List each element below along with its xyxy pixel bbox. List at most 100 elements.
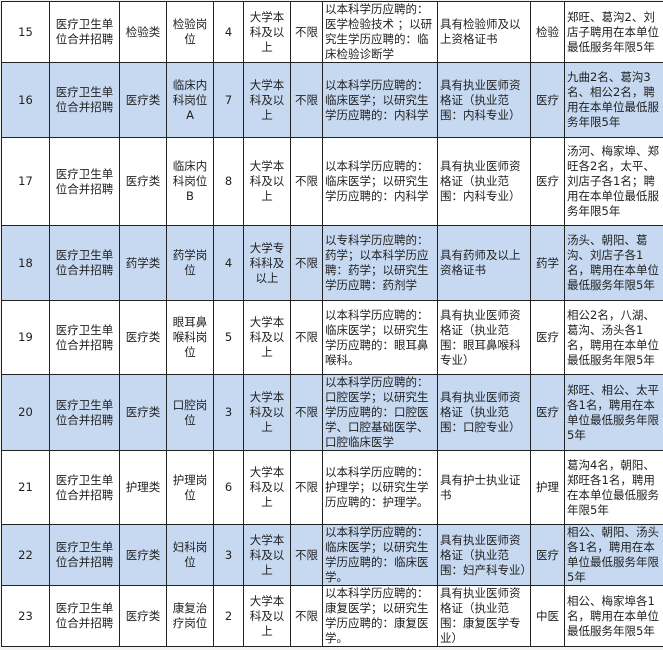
major-cell: 以本科学历应聘的：护理学；以研究生学历应聘的：护理学。 <box>322 450 438 525</box>
education-cell: 大学本科及以上 <box>243 62 291 138</box>
row-number: 15 <box>1 1 50 63</box>
table-row: 21 医疗卫生单位合并招聘 护理类 护理岗位 6 大学本科及以上 不限 以本科学历应聘的：护理… <box>1 450 663 525</box>
unit-cell: 医疗卫生单位合并招聘 <box>49 300 120 375</box>
post-cell: 药学岗位 <box>166 225 214 301</box>
qualification-cell: 具有药师及以上资格证书 <box>437 225 531 301</box>
table-row: 23 医疗卫生单位合并招聘 医疗类 康复治疗岗位 2 大学本科及以上 不限 以本科学历应聘的：… <box>1 585 663 647</box>
post-cell: 临床内科岗位A <box>166 62 214 138</box>
qualification-cell: 具有执业医师资格证（执业范围：妇产科专业） <box>437 524 532 586</box>
category-cell: 医疗类 <box>119 374 167 451</box>
education-cell: 大学专科科及以上 <box>243 225 291 301</box>
exam-type-cell: 护理 <box>530 450 565 525</box>
qualification-cell: 具有执业医师资格证（执业范围：口腔专业） <box>437 374 531 451</box>
category-cell: 检验类 <box>119 1 167 63</box>
note-cell: 相公、梅家埠各1名，聘用在本单位最低服务年限5年 <box>564 585 663 647</box>
note-cell: 相公、朝阳、汤头各1名，聘用在本单位最低服务年限5年 <box>564 524 663 586</box>
count-cell: 5 <box>213 300 244 375</box>
table-row: 16 医疗卫生单位合并招聘 医疗类 临床内科岗位A 7 大学本科及以上 不限 以本科学历应聘的… <box>1 62 663 138</box>
exam-type-cell: 检验 <box>530 1 565 63</box>
exam-type-cell: 医疗 <box>530 524 565 586</box>
row-number: 17 <box>1 137 50 226</box>
category-cell: 医疗类 <box>119 524 167 586</box>
major-cell: 以本科学历应聘的： 口腔医学；以研究生学历应聘的：口腔医学、口腔基础医学、口腔临… <box>322 374 438 451</box>
count-cell: 6 <box>213 450 244 525</box>
note-cell: 汤河、梅家埠、郑旺各2名，太平、刘店子各1名；聘用在本单位最低服务年限5年 <box>564 137 663 226</box>
row-number: 21 <box>1 450 50 525</box>
count-cell: 2 <box>213 585 244 647</box>
count-cell: 3 <box>213 524 244 586</box>
age-cell: 不限 <box>290 450 323 525</box>
education-cell: 大学本科及以上 <box>243 524 291 586</box>
major-cell: 以本科学历应聘的：临床医学；以研究生学历应聘的：眼耳鼻喉科。 <box>322 300 438 375</box>
education-cell: 大学本科及以上 <box>243 374 291 451</box>
qualification-cell: 具有执业医师资格证（执业范围：康复医学专业） <box>437 585 531 647</box>
major-cell: 以本科学历应聘的：康复医学；以研究生学历应聘的：康复医学。 <box>322 585 438 647</box>
table-row: 19 医疗卫生单位合并招聘 医疗类 眼耳鼻喉科岗位 5 大学本科及以上 不限 以本科学历应聘的… <box>1 300 663 375</box>
age-cell: 不限 <box>290 225 323 301</box>
major-cell: 以本科学历应聘的：临床医学；以研究生学历应聘的：内科学 <box>322 62 438 138</box>
age-cell: 不限 <box>290 374 323 451</box>
table-row: 22 医疗卫生单位合并招聘 医疗类 妇科岗位 3 大学本科及以上 不限 以本科学历应聘的：临床… <box>1 524 663 586</box>
category-cell: 护理类 <box>119 450 167 525</box>
category-cell: 医疗类 <box>119 300 167 375</box>
table-row: 18 医疗卫生单位合并招聘 药学类 药学岗位 4 大学专科科及以上 不限 以专科学历应聘的：药… <box>1 225 663 301</box>
post-cell: 护理岗位 <box>166 450 214 525</box>
note-cell: 郑旺、葛沟2、刘店子聘用在本单位最低服务年限5年 <box>564 1 663 63</box>
table-row: 15 医疗卫生单位合并招聘 检验类 检验岗位 4 大学本科及以上 不限 以本科学历应聘的：医学… <box>1 1 663 63</box>
category-cell: 药学类 <box>119 225 167 301</box>
unit-cell: 医疗卫生单位合并招聘 <box>49 62 120 138</box>
count-cell: 4 <box>213 1 244 63</box>
qualification-cell: 具有护士执业证书 <box>437 450 531 525</box>
major-cell: 以专科学历应聘的：药学；以本科学历应聘：药学；以研究生学历应聘：药剂学 <box>322 225 438 301</box>
age-cell: 不限 <box>290 524 323 586</box>
row-number: 23 <box>1 585 50 647</box>
post-cell: 临床内科岗位B <box>166 137 214 226</box>
age-cell: 不限 <box>290 137 323 226</box>
major-cell: 以本科学历应聘的：医学检验技术 ；以研究生学历应聘的：临床检验诊断学 <box>322 1 438 63</box>
unit-cell: 医疗卫生单位合并招聘 <box>49 585 120 647</box>
row-number: 18 <box>1 225 50 301</box>
row-number: 20 <box>1 374 50 451</box>
count-cell: 8 <box>213 137 244 226</box>
age-cell: 不限 <box>290 1 323 63</box>
unit-cell: 医疗卫生单位合并招聘 <box>49 524 120 586</box>
age-cell: 不限 <box>290 300 323 375</box>
qualification-cell: 具有执业医师资格证（执业范围：眼耳鼻喉科专业） <box>437 300 531 375</box>
post-cell: 妇科岗位 <box>166 524 214 586</box>
unit-cell: 医疗卫生单位合并招聘 <box>49 225 120 301</box>
education-cell: 大学本科及以上 <box>243 137 291 226</box>
note-cell: 相公2名，八湖、葛沟、汤头各1名，聘用在本单位最低服务年限5年 <box>564 300 663 375</box>
major-cell: 以本科学历应聘的：临床医学；以研究生学历应聘的：临床医学。 <box>322 524 438 586</box>
qualification-cell: 具有执业医师资格证（执业范围：内科专业） <box>437 137 531 226</box>
row-number: 22 <box>1 524 50 586</box>
education-cell: 大学本科及以上 <box>243 1 291 63</box>
education-cell: 大学本科及以上 <box>243 585 291 647</box>
count-cell: 3 <box>213 374 244 451</box>
note-cell: 郑旺、相公、太平各1名，聘用在本单位最低服务年限5年 <box>564 374 663 451</box>
age-cell: 不限 <box>290 585 323 647</box>
exam-type-cell: 医疗 <box>530 374 565 451</box>
exam-type-cell: 医疗 <box>530 137 565 226</box>
post-cell: 眼耳鼻喉科岗位 <box>166 300 214 375</box>
category-cell: 医疗类 <box>119 62 167 138</box>
table-row: 17 医疗卫生单位合并招聘 医疗类 临床内科岗位B 8 大学本科及以上 不限 以本科学历应聘的… <box>1 137 663 226</box>
exam-type-cell: 中医 <box>530 585 565 647</box>
count-cell: 7 <box>213 62 244 138</box>
post-cell: 康复治疗岗位 <box>166 585 214 647</box>
exam-type-cell: 医疗 <box>530 300 565 375</box>
category-cell: 医疗类 <box>119 137 167 226</box>
row-number: 19 <box>1 300 50 375</box>
post-cell: 口腔岗位 <box>166 374 214 451</box>
category-cell: 医疗类 <box>119 585 167 647</box>
education-cell: 大学本科及以上 <box>243 450 291 525</box>
note-cell: 葛沟4名，朝阳、郑旺各1名，聘用在本单位最低服务年限5年 <box>564 450 663 525</box>
count-cell: 4 <box>213 225 244 301</box>
table-row: 20 医疗卫生单位合并招聘 医疗类 口腔岗位 3 大学本科及以上 不限 以本科学历应聘的： 口… <box>1 374 663 451</box>
unit-cell: 医疗卫生单位合并招聘 <box>49 450 120 525</box>
qualification-cell: 具有检验师及以上资格证书 <box>437 1 531 63</box>
qualification-cell: 具有执业医师资格证（执业范围：内科专业） <box>437 62 531 138</box>
education-cell: 大学本科及以上 <box>243 300 291 375</box>
post-cell: 检验岗位 <box>166 1 214 63</box>
